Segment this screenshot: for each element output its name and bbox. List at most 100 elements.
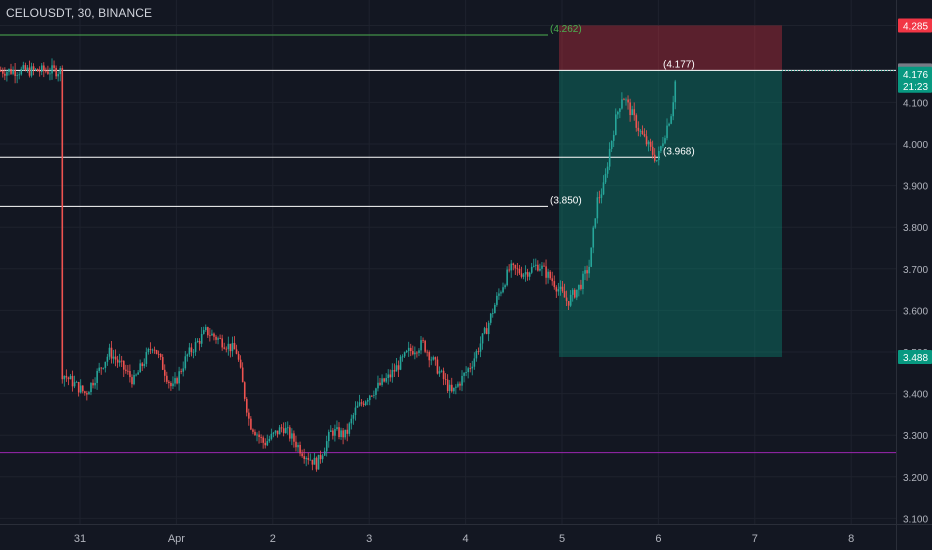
candle-body (141, 363, 144, 367)
candle-body (356, 405, 359, 408)
candle-body (145, 352, 148, 364)
current-price-label: 4.176 (903, 70, 928, 81)
candle-body (106, 356, 109, 362)
candle-body (202, 330, 205, 334)
candle-body (338, 427, 340, 438)
candle-body (155, 350, 158, 354)
candle-body (14, 70, 16, 77)
candle-body (391, 370, 394, 378)
candle-body (475, 351, 478, 359)
candle-body (590, 247, 592, 267)
candle-body (190, 347, 193, 353)
candle-body (489, 313, 492, 323)
candle-body (250, 418, 252, 430)
x-tick-label: 31 (74, 533, 86, 545)
candle-body (289, 427, 291, 439)
candle-body (12, 70, 14, 74)
candle-body (118, 360, 121, 363)
candle-body (116, 359, 119, 363)
candle-body (336, 427, 338, 430)
stop-price-badge (898, 18, 932, 33)
y-tick-label: 4.000 (903, 140, 928, 151)
candle-body (639, 130, 642, 132)
candle-body (88, 392, 90, 395)
candle-body (104, 361, 107, 368)
candle-body (209, 335, 211, 337)
candle-body (112, 356, 115, 359)
candle-body (672, 102, 674, 117)
candle-body (588, 266, 590, 274)
candle-body (137, 372, 139, 375)
candle-body (664, 138, 666, 144)
stop-loss-zone[interactable] (559, 25, 782, 71)
level-label: (3.850) (550, 195, 582, 206)
candle-body (182, 368, 185, 372)
candle-body (377, 382, 379, 389)
candle-body (555, 287, 558, 292)
candle-body (287, 427, 289, 429)
candle-body (379, 382, 381, 385)
candle-body (252, 429, 254, 432)
candle-body (151, 349, 154, 351)
candle-body (131, 377, 133, 385)
candle-body (305, 457, 308, 460)
candle-body (656, 160, 658, 161)
candle-body (358, 402, 361, 406)
candle-body (258, 434, 260, 437)
candle-body (149, 348, 152, 350)
candle-body (440, 370, 443, 372)
candle-body (389, 374, 392, 378)
candle-body (426, 351, 428, 353)
x-tick-label: 6 (655, 533, 661, 545)
candle-body (32, 66, 35, 70)
take-profit-zone[interactable] (559, 70, 782, 357)
candle-body (610, 140, 613, 149)
candle-body (576, 289, 578, 298)
chart-title: CELOUSDT, 30, BINANCE (6, 6, 153, 20)
candle-body (38, 71, 41, 73)
candle-body (612, 134, 615, 141)
candle-body (219, 338, 221, 339)
candle-body (231, 342, 234, 352)
candle-body (574, 289, 576, 298)
candle-body (248, 412, 250, 419)
candle-body (291, 433, 293, 439)
candle-body (264, 442, 267, 446)
candle-body (215, 336, 217, 340)
candle-body (272, 432, 275, 434)
candle-body (311, 459, 314, 465)
candle-body (541, 265, 543, 269)
candle-body (602, 182, 605, 195)
candle-body (157, 353, 160, 355)
y-tick-label: 4.100 (903, 98, 928, 109)
y-tick-label: 3.600 (903, 306, 928, 317)
candle-body (653, 154, 656, 161)
candle-body (20, 68, 23, 75)
candle-body (213, 333, 215, 337)
candle-body (444, 379, 447, 380)
candle-body (102, 367, 105, 369)
candle-body (75, 382, 78, 383)
candle-body (629, 102, 631, 116)
candles (0, 58, 677, 472)
candle-body (514, 264, 517, 269)
candle-body (399, 356, 402, 370)
candle-body (604, 173, 607, 183)
horizontal-lines[interactable]: (4.262) (4.177) (3.968) (3.850) (0, 24, 896, 454)
candle-body (465, 372, 467, 374)
level-label: (3.968) (663, 146, 695, 157)
candle-body (164, 369, 166, 376)
time-axis[interactable]: 31 Apr 2 3 4 5 6 7 8 (74, 533, 854, 545)
candle-body (438, 371, 441, 374)
candle-body (108, 347, 111, 357)
candle-body (303, 456, 305, 460)
candle-body (36, 69, 39, 72)
candle-body (633, 109, 636, 116)
y-tick-label: 3.200 (903, 473, 928, 484)
candle-body (362, 403, 365, 405)
candle-body (8, 68, 10, 72)
candle-body (533, 265, 535, 267)
candle-body (79, 385, 82, 393)
candle-body (321, 455, 324, 460)
